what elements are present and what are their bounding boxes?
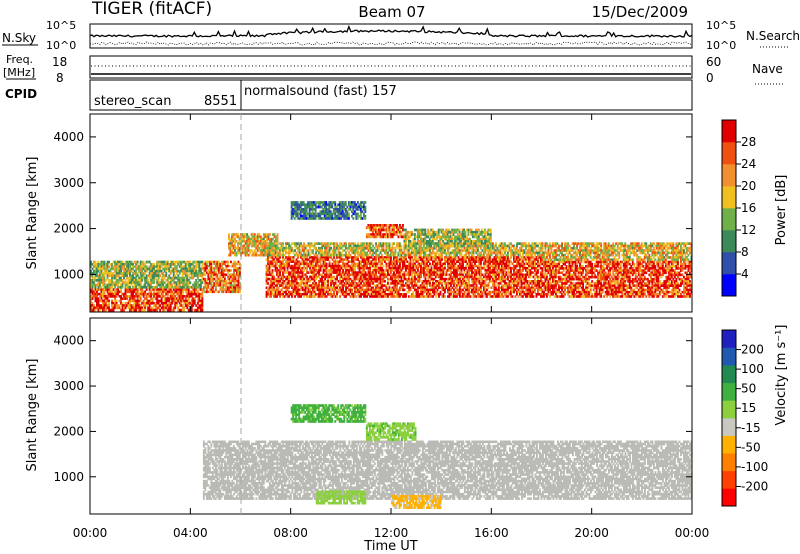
freq-tick-bottom: 8 [56,71,64,85]
power-ylabel: Slant Range [km] [25,157,40,270]
y-tick-label: 4000 [53,130,84,144]
nsky-tick-left-bottom: 10^0 [46,39,76,52]
colorbar-segment [722,208,736,230]
nave-tick-top: 60 [706,55,721,69]
nsearch-line [90,42,692,45]
colorbar-tick-label: -15 [741,421,761,435]
scatter-band [203,261,241,293]
nsky-tick-right-top: 10^5 [706,19,736,32]
colorbar-tick-label: 4 [741,267,749,281]
colorbar-segment [722,274,736,296]
scatter-band [90,288,203,311]
cpid-segment-1-name: stereo_scan [94,94,172,109]
velocity-colorbar-label: Velocity [m s⁻¹] [774,325,789,426]
colorbar-segment [722,383,736,401]
colorbar-tick-label: 12 [741,223,756,237]
scatter-band [366,422,417,441]
colorbar-tick-label: -50 [741,440,761,454]
scatter-band [203,441,693,500]
nave-label: Nave [752,62,783,76]
colorbar-segment [722,418,736,436]
colorbar-tick-label: 50 [741,382,756,396]
power-panel [90,201,692,311]
colorbar-tick-label: 24 [741,157,756,171]
time-axis-title: Time UT [363,539,417,554]
colorbar-tick-label: 8 [741,245,749,259]
scatter-band [542,242,693,261]
x-tick-label: 08:00 [273,526,308,540]
colorbar-segment [722,488,736,506]
radar-summary-plot: TIGER (fitACF) Beam 07 15/Dec/2009 N.Sky… [0,0,800,554]
colorbar-segment [722,142,736,164]
y-tick-label: 3000 [53,176,84,190]
y-tick-label: 4000 [53,334,84,348]
colorbar-tick-label: 100 [741,362,764,376]
velocity-ylabel: Slant Range [km] [25,359,40,472]
freq-label-line2: [MHz] [3,66,35,79]
date-title: 15/Dec/2009 [592,3,688,21]
colorbar-segment [722,252,736,274]
colorbar-segment [722,120,736,142]
y-tick-label: 2000 [53,222,84,236]
colorbar-segment [722,436,736,454]
scatter-band [542,261,693,298]
colorbar-tick-label: 200 [741,343,764,357]
colorbar-segment [722,164,736,186]
colorbar-segment [722,230,736,252]
nsearch-label: N.Search [746,29,800,43]
x-tick-label: 00:00 [73,526,108,540]
nsky-line [90,27,692,37]
nsky-tick-right-bottom: 10^0 [706,39,736,52]
colorbar-tick-label: -100 [741,460,768,474]
colorbar-tick-label: 28 [741,135,756,149]
nave-tick-bottom: 0 [706,71,714,85]
cpid-label: CPID [5,87,37,101]
x-tick-label: 16:00 [474,526,509,540]
scatter-band [90,261,203,289]
x-tick-label: 20:00 [574,526,609,540]
station-title: TIGER (fitACF) [91,0,212,19]
scatter-band [391,495,442,509]
colorbar-segment [722,330,736,348]
x-tick-label: 12:00 [374,526,409,540]
colorbar-tick-label: 16 [741,201,756,215]
colorbar-tick-label: -200 [741,479,768,493]
nsky-tick-left-top: 10^5 [46,19,76,32]
power-colorbar: 4 8 12 16 20 24 28 [722,120,756,296]
cpid-segment-2-id: 157 [372,84,397,99]
beam-title: Beam 07 [358,3,425,21]
scatter-band [291,201,367,220]
velocity-panel [203,404,693,509]
colorbar-segment [722,186,736,208]
freq-tick-top: 18 [52,55,67,69]
scatter-band [291,404,367,423]
y-tick-label: 3000 [53,379,84,393]
colorbar-tick-label: 15 [741,401,756,415]
y-tick-label: 1000 [53,267,84,281]
colorbar-tick-label: 20 [741,179,756,193]
colorbar-segment [722,471,736,489]
x-tick-label: 00:00 [675,526,710,540]
colorbar-segment [722,348,736,366]
scatter-band [266,256,542,298]
colorbar-segment [722,400,736,418]
nsky-label: N.Sky [2,31,36,45]
scatter-band [366,224,404,238]
scatter-band [404,229,492,248]
x-tick-label: 04:00 [173,526,208,540]
colorbar-segment [722,453,736,471]
y-tick-label: 1000 [53,470,84,484]
velocity-colorbar: 200 100 50 15 -15 -50 -100 -200 [722,330,768,506]
freq-label-line1: Freq. [6,53,33,66]
time-axis-labels: 00:00 04:00 08:00 12:00 16:00 20:00 00:00 [73,526,710,540]
y-tick-label: 2000 [53,424,84,438]
cpid-segment-2-name: normalsound (fast) [244,84,368,99]
cpid-segment-1-id: 8551 [204,94,237,109]
power-colorbar-label: Power [dB] [774,175,789,246]
colorbar-segment [722,365,736,383]
